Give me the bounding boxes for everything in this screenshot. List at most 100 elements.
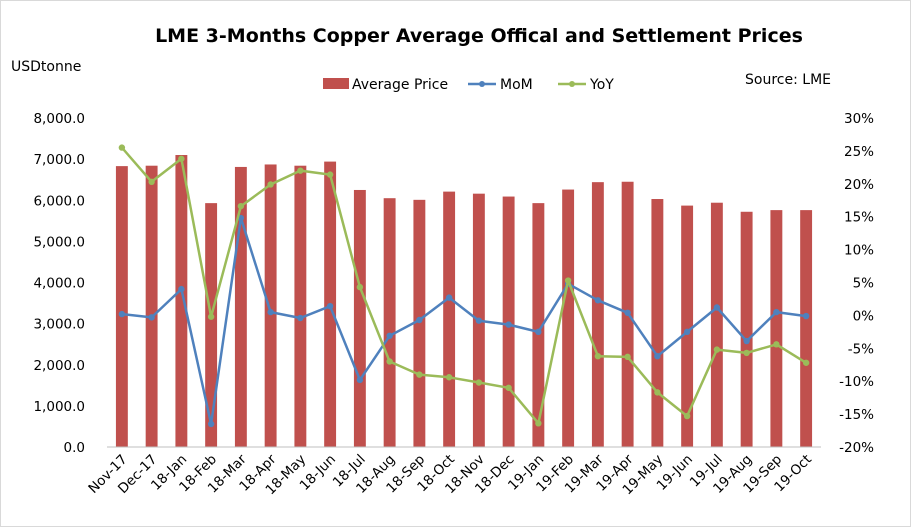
right-tick-label: 30% (844, 111, 874, 127)
bar (443, 191, 456, 447)
right-tick-label: 10% (844, 243, 874, 259)
data-point-mom (654, 352, 661, 360)
data-point-yoy (326, 171, 334, 178)
bar (681, 205, 694, 447)
data-point-yoy (178, 155, 185, 162)
left-tick-label: 4,000.0 (33, 276, 85, 292)
data-point-mom (118, 310, 126, 318)
data-point-mom (356, 376, 364, 384)
data-point-yoy (416, 371, 423, 378)
data-point-mom (178, 285, 185, 293)
data-point-mom (713, 304, 721, 311)
bar (562, 189, 575, 447)
data-point-mom (475, 317, 483, 324)
data-point-mom (148, 314, 155, 321)
data-point-mom (683, 328, 691, 336)
data-point-yoy (386, 358, 393, 365)
data-point-mom (594, 297, 602, 304)
data-point-yoy (356, 283, 364, 291)
right-tick-label: 20% (844, 177, 874, 193)
data-point-mom (207, 420, 215, 428)
bar (353, 189, 366, 447)
bar (205, 203, 218, 447)
data-point-yoy (118, 144, 126, 151)
data-point-mom (416, 316, 423, 324)
data-point-mom (386, 332, 393, 339)
data-point-yoy (773, 341, 780, 348)
legend-label-mom: MoM (500, 77, 533, 93)
left-tick-label: 6,000.0 (33, 193, 85, 209)
right-tick-label: 0% (853, 308, 875, 324)
bar (532, 203, 545, 447)
data-point-yoy (564, 277, 572, 284)
bar (294, 165, 307, 447)
data-point-yoy (207, 313, 215, 320)
data-point-mom (743, 337, 750, 345)
legend-marker-mom (479, 81, 485, 87)
data-point-yoy (445, 374, 453, 381)
bar (175, 155, 188, 447)
legend: Average Price MoM YoY (323, 77, 614, 93)
left-tick-label: 1,000.0 (33, 399, 85, 415)
data-point-yoy (475, 379, 483, 386)
data-point-mom (505, 321, 512, 328)
bar (383, 198, 396, 447)
legend-marker-yoy (569, 81, 575, 87)
bar (651, 199, 664, 447)
data-point-mom (624, 309, 631, 316)
data-point-yoy (743, 349, 750, 357)
bar (591, 182, 604, 447)
data-point-mom (267, 308, 274, 316)
right-axis-ticks: -20% -15% -10% -5% 0% 5% 10% 15% 20% 25% 30% (839, 111, 874, 456)
data-point-mom (535, 328, 542, 336)
bar (264, 164, 277, 447)
data-point-mom (445, 294, 453, 301)
left-tick-label: 8,000.0 (33, 111, 85, 127)
right-tick-label: -10% (839, 374, 874, 390)
data-point-yoy (802, 359, 810, 366)
left-axis-ticks: 0.0 1,000.0 2,000.0 3,000.0 4,000.0 5,000.0 6,… (33, 111, 85, 456)
chart-title: LME 3-Months Copper Average Offical and … (155, 25, 803, 47)
right-tick-label: 25% (844, 144, 874, 160)
y-axis-label: USDtonne (11, 59, 81, 75)
data-point-yoy (297, 167, 304, 174)
left-tick-label: 7,000.0 (33, 152, 85, 168)
data-point-yoy (713, 346, 721, 353)
data-point-yoy (267, 181, 274, 188)
bar (145, 165, 158, 447)
data-point-yoy (535, 420, 542, 427)
data-point-yoy (624, 353, 631, 361)
data-point-yoy (237, 202, 245, 210)
right-tick-label: -20% (839, 440, 874, 456)
data-point-yoy (594, 352, 602, 360)
left-tick-label: 2,000.0 (33, 358, 85, 374)
data-point-mom (802, 312, 810, 320)
left-tick-label: 0.0 (64, 440, 85, 456)
data-point-mom (773, 308, 780, 316)
bar (115, 166, 128, 447)
series-line-mom (121, 216, 807, 426)
data-point-yoy (683, 412, 691, 420)
series-line-yoy (120, 146, 807, 425)
x-axis-ticks: Nov-17Dec-1718-Jan18-Feb18-Mar18-Apr18-M… (85, 451, 815, 498)
data-point-yoy (148, 178, 155, 186)
left-tick-label: 5,000.0 (33, 234, 85, 250)
bar (234, 166, 247, 447)
right-tick-label: 15% (844, 210, 874, 226)
right-tick-label: 5% (853, 276, 875, 292)
bar-series-average-price (115, 155, 813, 447)
bar (740, 211, 753, 447)
bar (800, 210, 813, 447)
line-series (118, 144, 810, 428)
bar (710, 202, 723, 447)
legend-label-yoy: YoY (589, 77, 614, 93)
legend-label-average-price: Average Price (352, 77, 448, 93)
data-point-mom (297, 314, 304, 322)
bar (770, 210, 783, 447)
bar (413, 199, 426, 447)
data-point-mom (326, 302, 334, 310)
data-point-yoy (505, 384, 512, 391)
right-tick-label: -5% (848, 341, 874, 357)
